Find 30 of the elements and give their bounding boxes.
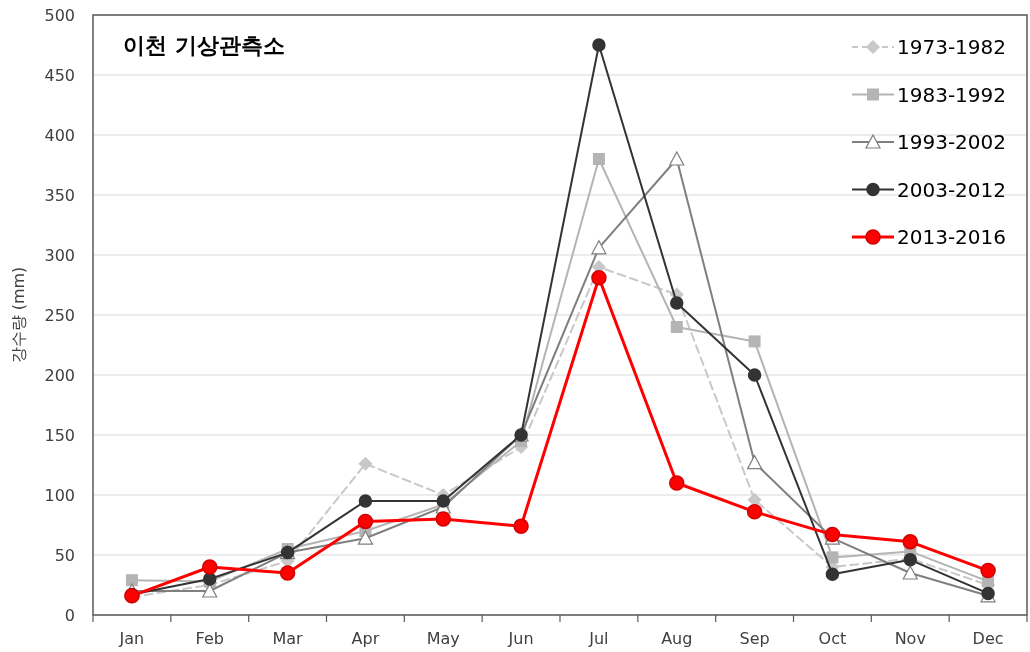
y-tick-label: 150 xyxy=(44,426,75,445)
x-tick-label: Feb xyxy=(195,629,224,648)
y-tick-label: 250 xyxy=(44,306,75,325)
x-tick-label: May xyxy=(426,629,460,648)
x-tick-label: Nov xyxy=(894,629,926,648)
legend-label: 1983-1992 xyxy=(897,82,1007,107)
legend-label: 1973-1982 xyxy=(897,35,1007,59)
y-tick-label: 300 xyxy=(44,246,75,265)
x-tick-label: Mar xyxy=(272,629,304,648)
y-tick-label: 0 xyxy=(64,606,75,625)
x-tick-label: Jul xyxy=(588,629,609,648)
text: 이천 기상관측소 xyxy=(123,33,285,58)
x-tick-label: Oct xyxy=(818,629,847,648)
y-tick-label: 350 xyxy=(44,186,75,205)
y-tick-label: 50 xyxy=(54,546,75,565)
y-tick-label: 100 xyxy=(44,486,75,505)
y-tick-label: 450 xyxy=(44,66,75,85)
x-tick-label: Sep xyxy=(739,629,770,648)
legend-label: 2013-2016 xyxy=(897,225,1007,249)
x-tick-label: Aug xyxy=(661,629,693,648)
x-tick-label: Dec xyxy=(972,629,1004,648)
y-axis-title: 강수량 (mm) xyxy=(9,266,28,364)
y-tick-label: 200 xyxy=(44,366,75,385)
x-tick-label: Jun xyxy=(507,629,534,648)
y-tick-label: 400 xyxy=(44,126,75,145)
y-tick-label: 500 xyxy=(44,6,75,25)
legend-label: 2003-2012 xyxy=(897,177,1007,202)
x-tick-label: Jan xyxy=(118,629,145,648)
legend-label: 1993-2002 xyxy=(897,130,1007,154)
x-tick-label: Apr xyxy=(351,629,380,648)
